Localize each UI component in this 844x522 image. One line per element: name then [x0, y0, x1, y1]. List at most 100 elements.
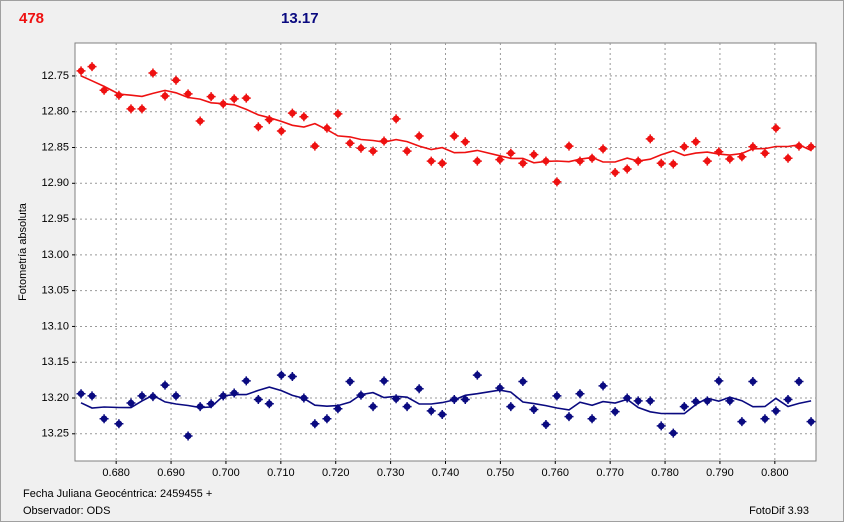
data-point-cross	[264, 399, 274, 409]
data-point-cross	[368, 146, 378, 156]
data-point-cross	[114, 419, 124, 429]
data-point-cross	[264, 115, 274, 125]
y-tick-label: 12.80	[41, 106, 69, 118]
data-point-cross	[299, 112, 309, 122]
data-point-cross	[460, 137, 470, 147]
data-point-cross	[668, 159, 678, 169]
data-point-cross	[299, 393, 309, 403]
data-point-cross	[748, 142, 758, 152]
data-point-cross	[564, 141, 574, 151]
data-point-cross	[564, 412, 574, 422]
data-point-cross	[426, 406, 436, 416]
data-point-cross	[87, 391, 97, 401]
x-tick-label: 0.780	[651, 467, 679, 479]
x-tick-label: 0.690	[157, 467, 185, 479]
data-point-cross	[137, 104, 147, 114]
data-point-cross	[76, 66, 86, 76]
data-point-cross	[126, 398, 136, 408]
data-point-cross	[668, 428, 678, 438]
data-point-cross	[241, 93, 251, 103]
data-point-cross	[402, 146, 412, 156]
data-point-cross	[402, 402, 412, 412]
data-point-cross	[276, 126, 286, 136]
data-point-cross	[737, 152, 747, 162]
data-point-cross	[541, 419, 551, 429]
data-point-cross	[310, 141, 320, 151]
data-point-cross	[529, 150, 539, 160]
data-point-cross	[183, 89, 193, 99]
data-point-cross	[472, 370, 482, 380]
data-point-cross	[552, 391, 562, 401]
data-point-cross	[368, 402, 378, 412]
data-point-cross	[760, 148, 770, 158]
y-tick-label: 13.20	[41, 392, 69, 404]
data-point-cross	[195, 402, 205, 412]
left-value: 478	[19, 10, 44, 27]
x-tick-label: 0.740	[432, 467, 460, 479]
data-point-cross	[322, 414, 332, 424]
data-point-cross	[679, 402, 689, 412]
data-point-cross	[148, 392, 158, 402]
y-tick-label: 13.10	[41, 320, 69, 332]
data-point-cross	[99, 414, 109, 424]
data-point-cross	[414, 131, 424, 141]
data-point-cross	[241, 376, 251, 386]
x-tick-label: 0.700	[212, 467, 240, 479]
y-tick-label: 13.05	[41, 285, 69, 297]
data-point-cross	[575, 156, 585, 166]
right-value: 13.17	[281, 10, 319, 27]
data-point-cross	[587, 153, 597, 163]
data-point-cross	[437, 158, 447, 168]
data-point-cross	[783, 153, 793, 163]
data-point-cross	[449, 131, 459, 141]
data-point-cross	[379, 136, 389, 146]
data-point-cross	[633, 156, 643, 166]
data-point-cross	[794, 141, 804, 151]
data-point-cross	[229, 94, 239, 104]
data-point-cross	[679, 142, 689, 152]
data-point-cross	[345, 377, 355, 387]
trend-line	[80, 386, 812, 415]
data-point-cross	[160, 380, 170, 390]
data-point-cross	[656, 421, 666, 431]
data-point-cross	[218, 391, 228, 401]
x-tick-label: 0.720	[322, 467, 350, 479]
y-axis-label: Fotometría absoluta	[17, 202, 29, 301]
data-point-cross	[183, 431, 193, 441]
data-point-cross	[714, 376, 724, 386]
data-point-cross	[345, 138, 355, 148]
data-point-cross	[518, 158, 528, 168]
data-point-cross	[598, 381, 608, 391]
data-point-cross	[206, 399, 216, 409]
data-point-cross	[76, 389, 86, 399]
data-point-cross	[218, 99, 228, 109]
data-point-cross	[391, 114, 401, 124]
x-tick-label: 0.750	[487, 467, 515, 479]
data-point-cross	[702, 396, 712, 406]
x-tick-label: 0.770	[596, 467, 624, 479]
data-point-cross	[645, 396, 655, 406]
data-point-cross	[333, 109, 343, 119]
data-point-cross	[356, 143, 366, 153]
data-point-cross	[495, 155, 505, 165]
data-point-cross	[126, 104, 136, 114]
y-tick-label: 12.90	[41, 177, 69, 189]
x-tick-label: 0.790	[706, 467, 734, 479]
data-point-cross	[771, 123, 781, 133]
data-point-cross	[391, 394, 401, 404]
data-point-cross	[552, 177, 562, 187]
data-point-cross	[656, 158, 666, 168]
data-point-cross	[506, 148, 516, 158]
y-tick-label: 13.15	[41, 356, 69, 368]
data-point-cross	[587, 414, 597, 424]
data-point-cross	[206, 92, 216, 102]
data-point-cross	[598, 144, 608, 154]
data-point-cross	[610, 407, 620, 417]
x-tick-label: 0.760	[542, 467, 570, 479]
data-point-cross	[794, 377, 804, 387]
data-point-cross	[748, 377, 758, 387]
plot-area	[74, 42, 817, 462]
data-point-cross	[495, 383, 505, 393]
